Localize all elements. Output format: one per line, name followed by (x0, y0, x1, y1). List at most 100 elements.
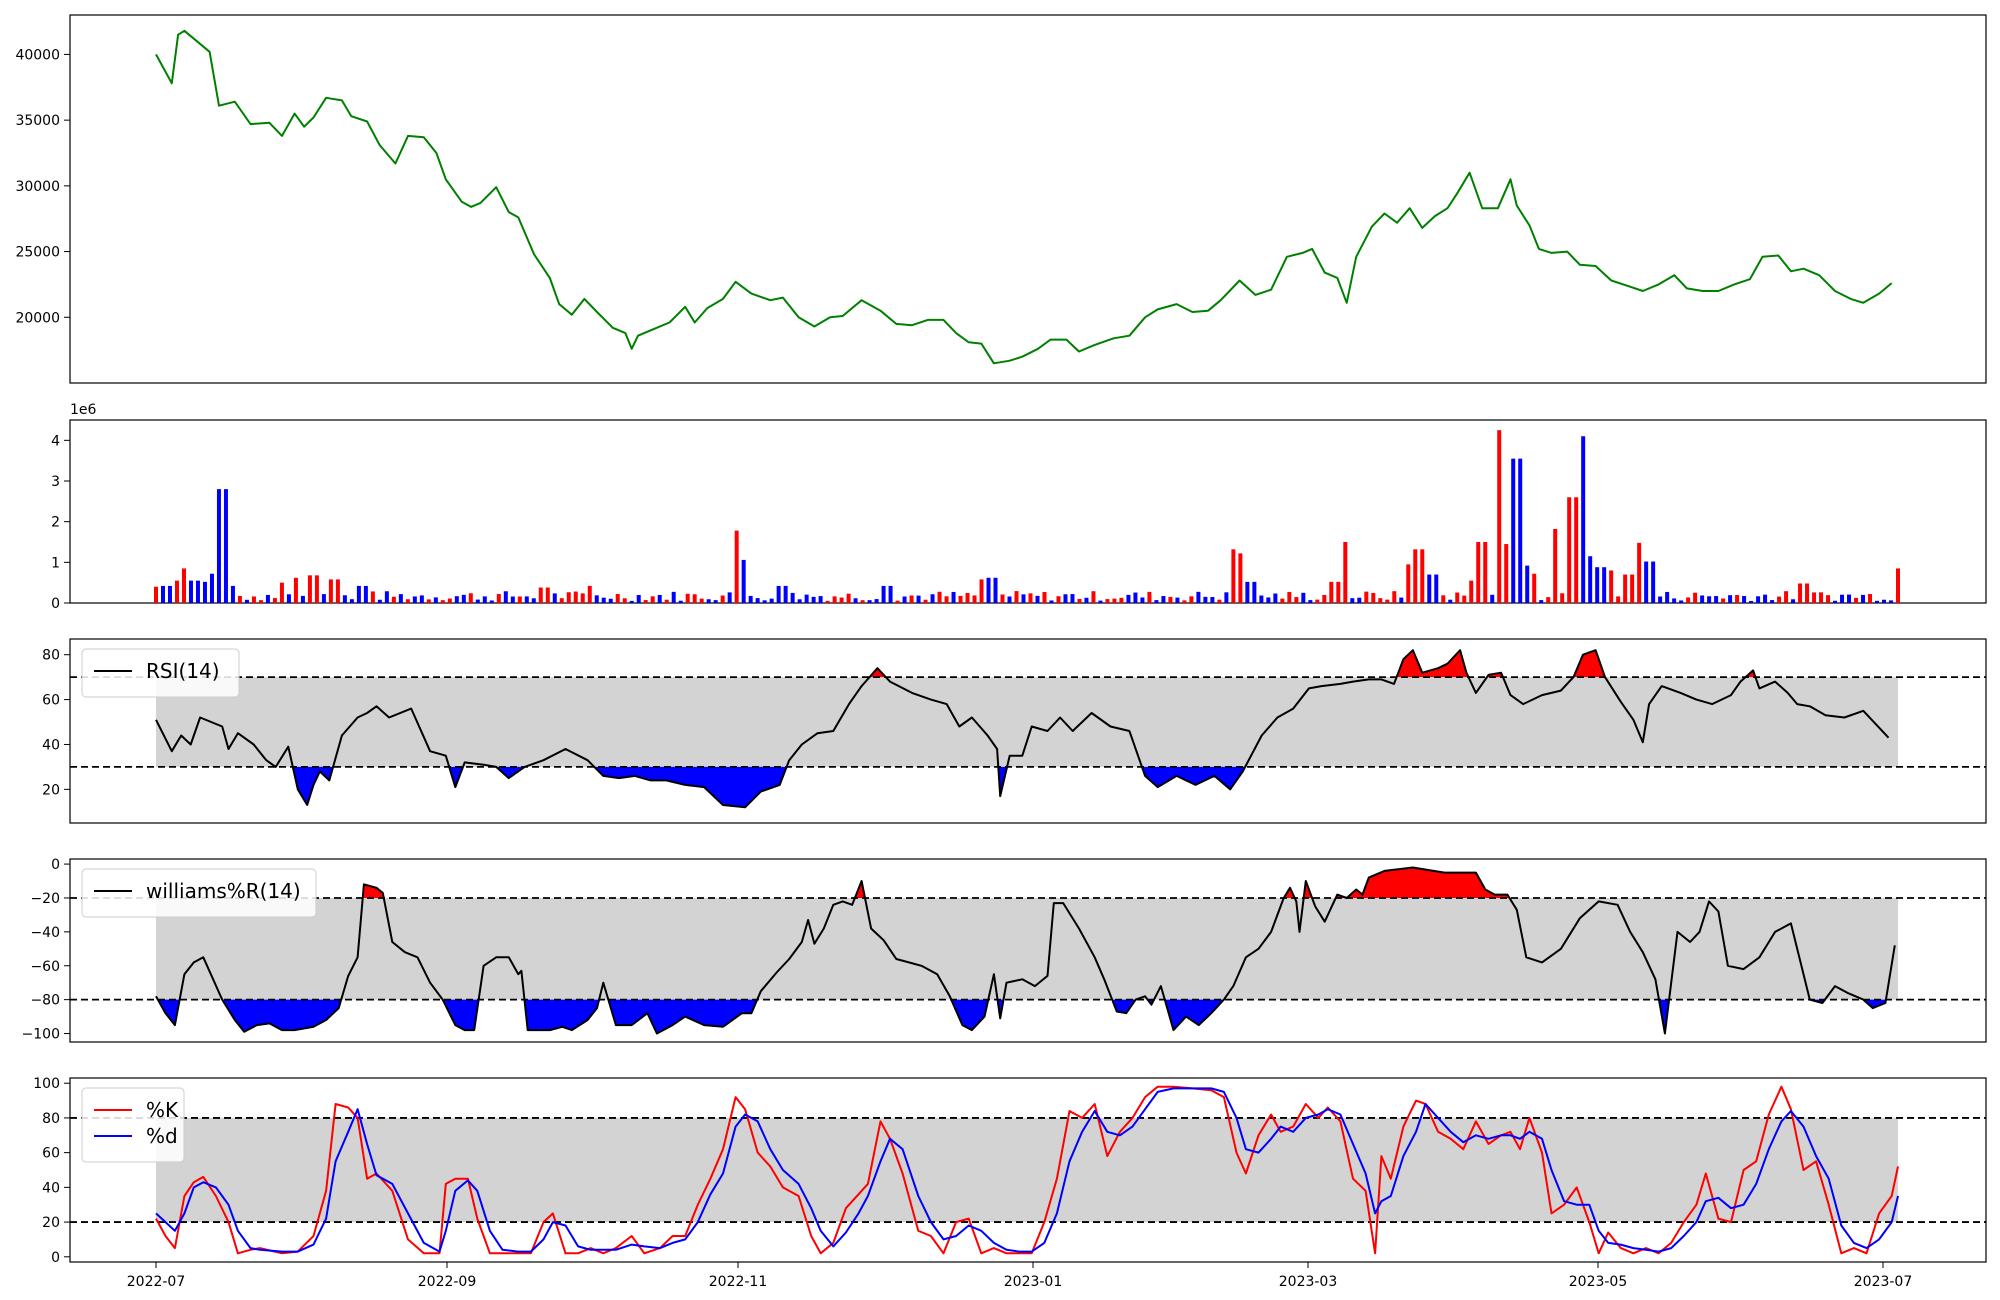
volume-bar (1462, 595, 1467, 603)
volume-bar (1476, 542, 1481, 603)
volume-bar (1539, 600, 1544, 603)
volume-bar (783, 585, 788, 603)
legend-box (81, 868, 317, 918)
volume-bar (1028, 593, 1033, 603)
volume-bar (1350, 598, 1355, 603)
volume-bar (433, 597, 438, 603)
axes-frame (69, 1077, 1987, 1263)
volume-bar (1287, 591, 1292, 603)
oversold-fill (1863, 999, 1886, 1009)
volume-bar (1413, 549, 1418, 603)
y-tick-label: 40 (42, 1180, 60, 1196)
volume-bar (762, 600, 767, 603)
y-tick-label: 100 (33, 1076, 60, 1092)
volume-bar (174, 580, 179, 603)
volume-bar (1217, 599, 1222, 603)
volume-bar (181, 568, 186, 603)
volume-bar (1322, 594, 1327, 603)
volume-bar (1735, 595, 1740, 603)
volume-bar (447, 598, 452, 603)
oversold-fill (594, 766, 787, 808)
volume-bar (587, 585, 592, 603)
volume-bar (286, 594, 291, 603)
volume-bar (1273, 593, 1278, 603)
volume-bar (335, 579, 340, 603)
volume-bar (888, 585, 893, 603)
volume-bar (202, 581, 207, 603)
volume-bar (1616, 596, 1621, 603)
volume-bar (1231, 549, 1236, 603)
volume-bar (559, 598, 564, 603)
volume-bar (1420, 549, 1425, 603)
volume-bar (615, 593, 620, 603)
volume-bar (1000, 594, 1005, 603)
volume-bar (1077, 598, 1082, 603)
volume-bar (1518, 458, 1523, 603)
volume-bar (923, 599, 928, 603)
volume-bar (1504, 544, 1509, 603)
y-tick-label: 1 (51, 555, 60, 571)
volume-bar (1406, 564, 1411, 603)
volume-bar (1343, 542, 1348, 603)
volume-bar (419, 595, 424, 603)
volume-bar (482, 596, 487, 603)
volume-bar (538, 587, 543, 603)
volume-bar (1791, 599, 1796, 603)
volume-bar (734, 530, 739, 603)
volume-bar (1070, 594, 1075, 603)
volume-bar (328, 579, 333, 603)
volume-bar (594, 595, 599, 603)
volume-bar (314, 575, 319, 603)
volume-bar (1329, 581, 1334, 603)
volume-bar (573, 591, 578, 603)
volume-bar (881, 585, 886, 603)
x-tick-label: 2023-05 (1569, 1274, 1628, 1290)
volume-bar (1665, 591, 1670, 603)
x-tick-label: 2022-11 (709, 1274, 768, 1290)
volume-bar (1560, 593, 1565, 603)
axes-frame (69, 858, 1987, 1043)
volume-bar (874, 599, 879, 603)
oversold-fill (1164, 999, 1224, 1031)
volume-bar (1847, 594, 1852, 603)
volume-bar (1098, 600, 1103, 603)
y-tick-label: −20 (30, 891, 60, 907)
volume-bar (1812, 592, 1817, 603)
volume-bar (1308, 600, 1313, 603)
volume-bar (307, 575, 312, 603)
volume-bar (1182, 600, 1187, 603)
volume-bar (1049, 600, 1054, 603)
volume-bar (1021, 594, 1026, 603)
volume-bar (1588, 556, 1593, 603)
volume-bar (1637, 542, 1642, 603)
volume-bar (1385, 599, 1390, 603)
volume-bar (405, 599, 410, 603)
neutral-band (156, 1117, 1898, 1223)
volume-bar (951, 591, 956, 603)
volume-bar (1882, 599, 1887, 603)
volume-bar (398, 594, 403, 603)
y-tick-label: 60 (42, 1146, 60, 1162)
volume-bar (748, 595, 753, 603)
volume-bar (867, 600, 872, 603)
volume-bar (727, 592, 732, 603)
volume-bar (1889, 600, 1894, 603)
volume-bar (1574, 497, 1579, 603)
legend-label: RSI(14) (146, 659, 220, 683)
volume-bar (1483, 542, 1488, 603)
volume-bar (1651, 561, 1656, 603)
volume-bar (895, 600, 900, 603)
volume-bar (580, 593, 585, 603)
stoch-k-line (155, 1085, 1899, 1255)
x-tick-label: 2022-09 (418, 1274, 477, 1290)
volume-bar (1245, 581, 1250, 603)
volume-bar (1553, 528, 1558, 603)
y-tick-label: 80 (42, 1111, 60, 1127)
volume-bar (1854, 597, 1859, 603)
volume-bar (517, 596, 522, 603)
volume-bar (1784, 591, 1789, 603)
williams-line (155, 866, 1896, 1035)
volume-bar (1868, 594, 1873, 603)
volume-bar (356, 585, 361, 603)
